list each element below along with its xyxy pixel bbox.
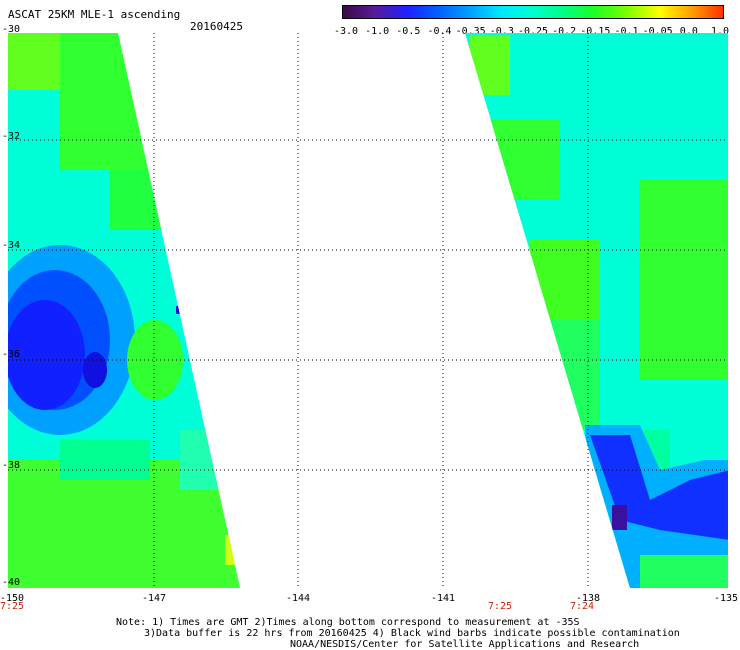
time-label: 7:25 <box>487 601 513 612</box>
y-tick-label: -34 <box>2 240 21 251</box>
y-tick-label: -32 <box>2 131 21 142</box>
x-tick-label: -138 <box>575 593 601 604</box>
note-line-1: Note: 1) Times are GMT 2)Times along bot… <box>116 617 580 628</box>
colorbar-label: -1.0 <box>365 26 390 37</box>
colorbar-label: -0.05 <box>642 26 673 37</box>
x-tick-label: -141 <box>430 593 456 604</box>
map-date: 20160425 <box>190 20 243 33</box>
note-line-2: 3)Data buffer is 22 hrs from 20160425 4)… <box>144 628 680 639</box>
colorbar-label: -0.35 <box>455 26 486 37</box>
colorbar-label: 1.0 <box>710 26 730 37</box>
x-tick-label: -147 <box>141 593 167 604</box>
colorbar-label: -0.15 <box>580 26 611 37</box>
colorbar <box>342 5 724 19</box>
y-tick-label: -36 <box>2 349 21 360</box>
y-tick-label: -30 <box>2 24 21 35</box>
time-label: 7:25 <box>0 601 25 612</box>
colorbar-label: -0.2 <box>552 26 577 37</box>
x-tick-label: -135 <box>713 593 739 604</box>
y-tick-label: -40 <box>2 577 21 588</box>
colorbar-label: -0.4 <box>427 26 452 37</box>
colorbar-label: -0.3 <box>489 26 514 37</box>
x-tick-label: -150 <box>0 593 25 604</box>
right-swath <box>465 33 728 588</box>
colorbar-label: -0.1 <box>614 26 639 37</box>
note-line-3: NOAA/NESDIS/Center for Satellite Applica… <box>290 639 640 650</box>
map-title: ASCAT 25KM MLE-1 ascending <box>8 8 181 21</box>
colorbar-label: 0.0 <box>679 26 698 37</box>
colorbar-label: -0.25 <box>517 26 549 37</box>
left-swath <box>8 33 240 588</box>
x-tick-label: -144 <box>285 593 311 604</box>
colorbar-label: -3.0 <box>333 26 359 37</box>
y-tick-label: -38 <box>2 460 21 471</box>
time-label: 7:24 <box>569 601 595 612</box>
grid-lines <box>8 33 728 588</box>
colorbar-label: -0.5 <box>396 26 421 37</box>
